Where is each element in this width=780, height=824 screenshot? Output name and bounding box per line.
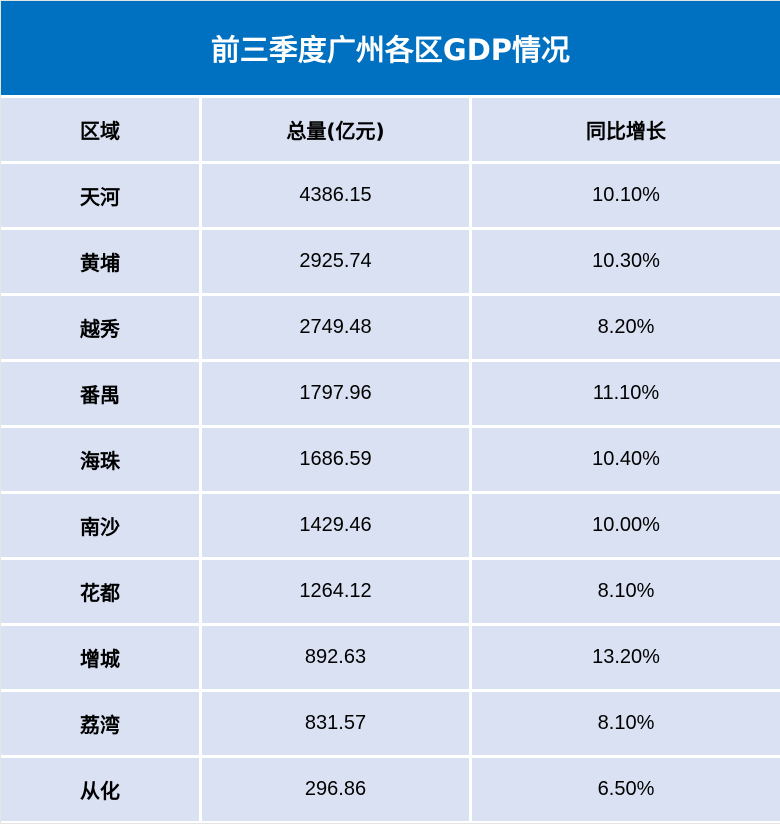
growth-cell: 8.10% [472,560,780,623]
district-cell: 荔湾 [1,692,199,755]
table-row: 越秀 2749.48 8.20% [1,296,780,359]
table-row: 海珠 1686.59 10.40% [1,428,780,491]
growth-cell: 10.40% [472,428,780,491]
district-cell: 天河 [1,164,199,227]
total-cell: 1429.46 [202,494,469,557]
table-row: 荔湾 831.57 8.10% [1,692,780,755]
table-title: 前三季度广州各区GDP情况 [1,1,780,95]
table-row: 天河 4386.15 10.10% [1,164,780,227]
growth-cell: 13.20% [472,626,780,689]
total-cell: 2925.74 [202,230,469,293]
total-cell: 1797.96 [202,362,469,425]
growth-cell: 8.20% [472,296,780,359]
district-cell: 增城 [1,626,199,689]
district-cell: 越秀 [1,296,199,359]
growth-cell: 10.30% [472,230,780,293]
growth-cell: 10.10% [472,164,780,227]
total-cell: 2749.48 [202,296,469,359]
district-cell: 黄埔 [1,230,199,293]
total-cell: 892.63 [202,626,469,689]
table-row: 黄埔 2925.74 10.30% [1,230,780,293]
total-cell: 1686.59 [202,428,469,491]
table-row: 花都 1264.12 8.10% [1,560,780,623]
header-growth: 同比增长 [472,98,780,161]
table-row: 南沙 1429.46 10.00% [1,494,780,557]
growth-cell: 10.00% [472,494,780,557]
header-district: 区域 [1,98,199,161]
total-cell: 1264.12 [202,560,469,623]
table-header-row: 区域 总量(亿元) 同比增长 [1,98,780,161]
district-cell: 番禺 [1,362,199,425]
growth-cell: 11.10% [472,362,780,425]
total-cell: 296.86 [202,758,469,821]
table-row: 增城 892.63 13.20% [1,626,780,689]
district-cell: 南沙 [1,494,199,557]
district-cell: 花都 [1,560,199,623]
growth-cell: 8.10% [472,692,780,755]
table-row: 番禺 1797.96 11.10% [1,362,780,425]
gdp-table: 区域 总量(亿元) 同比增长 天河 4386.15 10.10% 黄埔 2925… [1,98,780,824]
total-cell: 831.57 [202,692,469,755]
growth-cell: 6.50% [472,758,780,821]
header-total: 总量(亿元) [202,98,469,161]
table-row: 从化 296.86 6.50% [1,758,780,821]
district-cell: 从化 [1,758,199,821]
total-cell: 4386.15 [202,164,469,227]
district-cell: 海珠 [1,428,199,491]
